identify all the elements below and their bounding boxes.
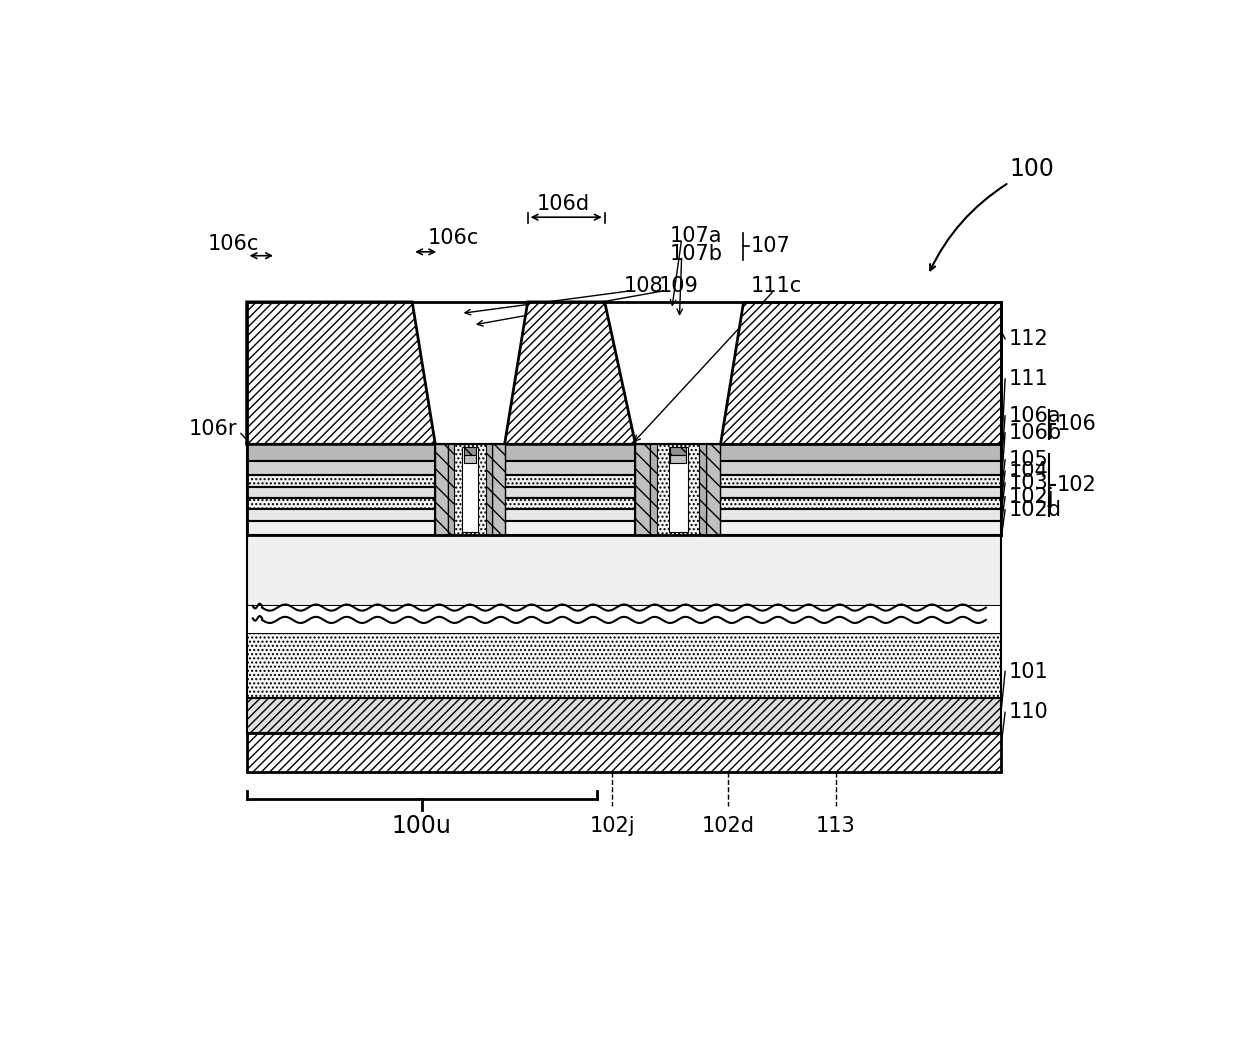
Bar <box>635 444 650 536</box>
Text: 113: 113 <box>816 815 856 835</box>
Bar <box>247 462 1001 475</box>
Bar <box>486 444 492 536</box>
Text: 111c: 111c <box>751 277 802 296</box>
Bar <box>448 444 454 536</box>
Bar <box>247 498 1001 509</box>
Bar <box>706 444 720 536</box>
Text: 102j: 102j <box>589 815 635 835</box>
Bar <box>247 509 1001 521</box>
Text: 106c: 106c <box>428 228 479 248</box>
Text: 104: 104 <box>1009 462 1049 482</box>
Text: 106b: 106b <box>1009 423 1063 443</box>
Bar <box>464 447 476 456</box>
Bar <box>448 444 492 536</box>
Bar <box>650 444 706 536</box>
Text: 100u: 100u <box>392 813 451 837</box>
Polygon shape <box>720 302 1001 444</box>
Text: 102: 102 <box>1056 475 1096 495</box>
Bar <box>670 447 686 456</box>
Text: 106d: 106d <box>537 194 590 214</box>
Text: 110: 110 <box>1009 702 1049 723</box>
Text: 107: 107 <box>751 236 791 256</box>
Text: 107a: 107a <box>670 227 723 246</box>
Text: 105: 105 <box>1009 449 1049 470</box>
Bar <box>464 456 476 463</box>
Text: 102j: 102j <box>1009 487 1054 506</box>
Bar <box>247 444 1001 462</box>
Bar <box>247 733 1001 772</box>
Text: 102d: 102d <box>1009 500 1061 520</box>
Bar <box>247 606 1001 633</box>
Bar <box>650 444 657 536</box>
Text: 108: 108 <box>624 277 663 296</box>
Text: 101: 101 <box>1009 661 1049 681</box>
Bar <box>635 444 720 536</box>
Bar <box>698 444 706 536</box>
Bar <box>435 444 448 536</box>
Bar <box>668 447 688 532</box>
Text: 106a: 106a <box>1009 406 1061 425</box>
Bar <box>463 447 477 532</box>
Bar <box>435 444 505 536</box>
Text: 111: 111 <box>1009 369 1049 389</box>
Bar <box>247 633 1001 699</box>
Bar <box>247 536 1001 606</box>
Bar <box>247 475 1001 488</box>
Polygon shape <box>247 302 435 444</box>
Text: 102d: 102d <box>702 815 754 835</box>
Bar <box>247 699 1001 733</box>
Text: 106r: 106r <box>188 419 237 439</box>
Text: 106: 106 <box>1056 414 1096 435</box>
Text: 100: 100 <box>1009 157 1054 181</box>
Text: 107b: 107b <box>670 244 723 264</box>
Polygon shape <box>505 302 635 444</box>
Text: 106c: 106c <box>208 234 259 254</box>
Bar <box>247 521 1001 536</box>
Bar <box>670 456 686 463</box>
Text: 109: 109 <box>658 277 698 296</box>
Text: 112: 112 <box>1009 329 1049 348</box>
Bar <box>492 444 505 536</box>
Bar <box>247 488 1001 498</box>
Text: 103: 103 <box>1009 473 1049 493</box>
